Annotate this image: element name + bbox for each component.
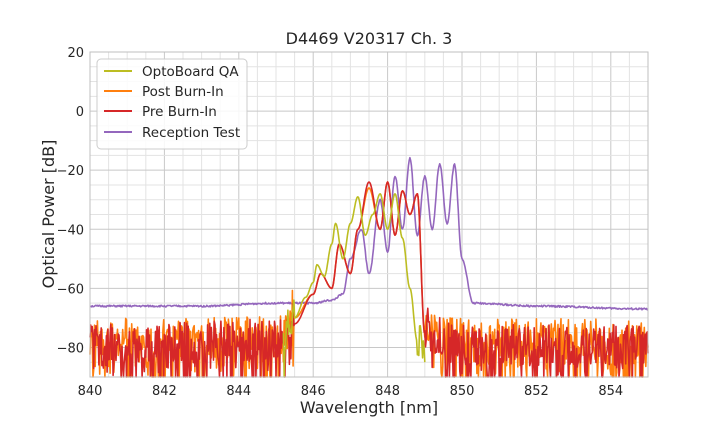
- plot-frame: [89, 51, 649, 378]
- y-tick-label: −40: [57, 223, 84, 238]
- y-tick-label: −20: [57, 164, 84, 179]
- x-tick-label: 852: [524, 384, 549, 399]
- x-tick-label: 840: [78, 384, 103, 399]
- legend-box: [96, 58, 248, 150]
- legend-label-optoboard-qa: OptoBoard QA: [142, 64, 239, 80]
- series-line-pre-burn-in: [89, 181, 649, 378]
- legend-label-reception-test: Reception Test: [142, 125, 240, 141]
- series-layer: [89, 156, 649, 378]
- x-axis-label: Wavelength [nm]: [300, 398, 438, 417]
- y-axis-label: Optical Power [dB]: [39, 140, 58, 289]
- y-tick-label: 20: [67, 46, 84, 61]
- x-tick-label: 848: [375, 384, 400, 399]
- x-tick-label: 846: [301, 384, 326, 399]
- y-tick-labels: 20 0 −20 −40 −60 −80: [57, 46, 84, 356]
- x-tick-label: 854: [598, 384, 623, 399]
- y-tick-label: −80: [57, 341, 84, 356]
- x-tick-label: 850: [450, 384, 475, 399]
- series-line-optoboard-qa: [282, 193, 426, 378]
- legend: OptoBoard QA Post Burn-In Pre Burn-In Re…: [96, 58, 248, 150]
- x-tick-label: 844: [226, 384, 251, 399]
- x-tick-label: 842: [152, 384, 177, 399]
- x-tick-labels: 840 842 844 846 848 850 852 854: [78, 384, 624, 399]
- chart-title: D4469 V20317 Ch. 3: [286, 29, 453, 48]
- legend-label-pre-burn-in: Pre Burn-In: [142, 104, 217, 120]
- y-tick-label: −60: [57, 282, 84, 297]
- legend-label-post-burn-in: Post Burn-In: [142, 84, 224, 100]
- y-tick-label: 0: [76, 105, 84, 120]
- series-line-reception-test: [89, 156, 649, 311]
